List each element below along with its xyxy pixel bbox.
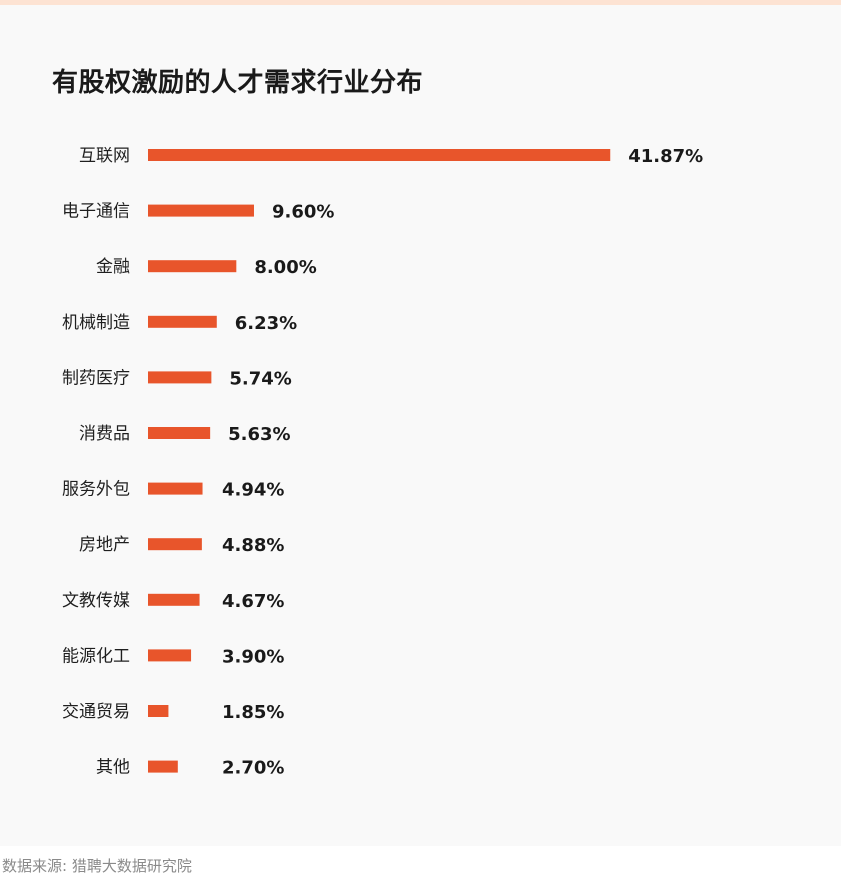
value-label: 5.63% xyxy=(228,424,290,445)
bar xyxy=(148,760,178,773)
category-label: 制药医疗 xyxy=(62,368,130,388)
value-label: 4.94% xyxy=(222,480,284,501)
category-label: 能源化工 xyxy=(62,646,130,666)
value-label: 41.87% xyxy=(628,146,703,167)
value-label: 6.23% xyxy=(235,313,297,334)
value-label: 1.85% xyxy=(222,702,284,723)
bar xyxy=(148,427,211,439)
bar xyxy=(148,149,611,161)
value-label: 2.70% xyxy=(222,758,284,779)
bar xyxy=(148,705,169,717)
chart-title: 有股权激励的人才需求行业分布 xyxy=(52,68,424,98)
category-label: 其他 xyxy=(96,758,130,778)
bar xyxy=(148,315,217,328)
value-label: 4.67% xyxy=(222,591,284,612)
category-label: 文教传媒 xyxy=(62,591,130,611)
category-label: 房地产 xyxy=(79,535,130,555)
category-label: 交通贸易 xyxy=(62,702,130,722)
bar xyxy=(148,371,212,384)
value-label: 9.60% xyxy=(272,202,334,223)
category-label: 电子通信 xyxy=(62,202,130,222)
category-label: 消费品 xyxy=(79,424,130,444)
category-label: 互联网 xyxy=(79,146,130,166)
category-label: 金融 xyxy=(96,257,130,277)
bar xyxy=(148,204,254,217)
value-label: 8.00% xyxy=(254,257,316,278)
bar xyxy=(148,538,202,551)
value-label: 4.88% xyxy=(222,535,284,556)
value-label: 5.74% xyxy=(229,368,291,389)
bar xyxy=(148,482,203,495)
bar xyxy=(148,649,192,662)
category-label: 机械制造 xyxy=(62,313,130,333)
data-source-note: 数据来源: 猎聘大数据研究院 xyxy=(2,857,192,875)
bar-chart: 互联网 41.87% 电子通信 9.60% 金融 8.00% 机械制造 6.23% 制药医疗 5.… xyxy=(62,146,703,779)
bar xyxy=(148,260,237,273)
top-accent-stripe xyxy=(0,0,841,5)
value-label: 3.90% xyxy=(222,646,284,667)
chart-card: 有股权激励的人才需求行业分布 互联网 41.87% 电子通信 9.60% 金融 8.00%… xyxy=(0,0,841,779)
category-label: 服务外包 xyxy=(62,480,130,500)
bar xyxy=(148,593,200,606)
